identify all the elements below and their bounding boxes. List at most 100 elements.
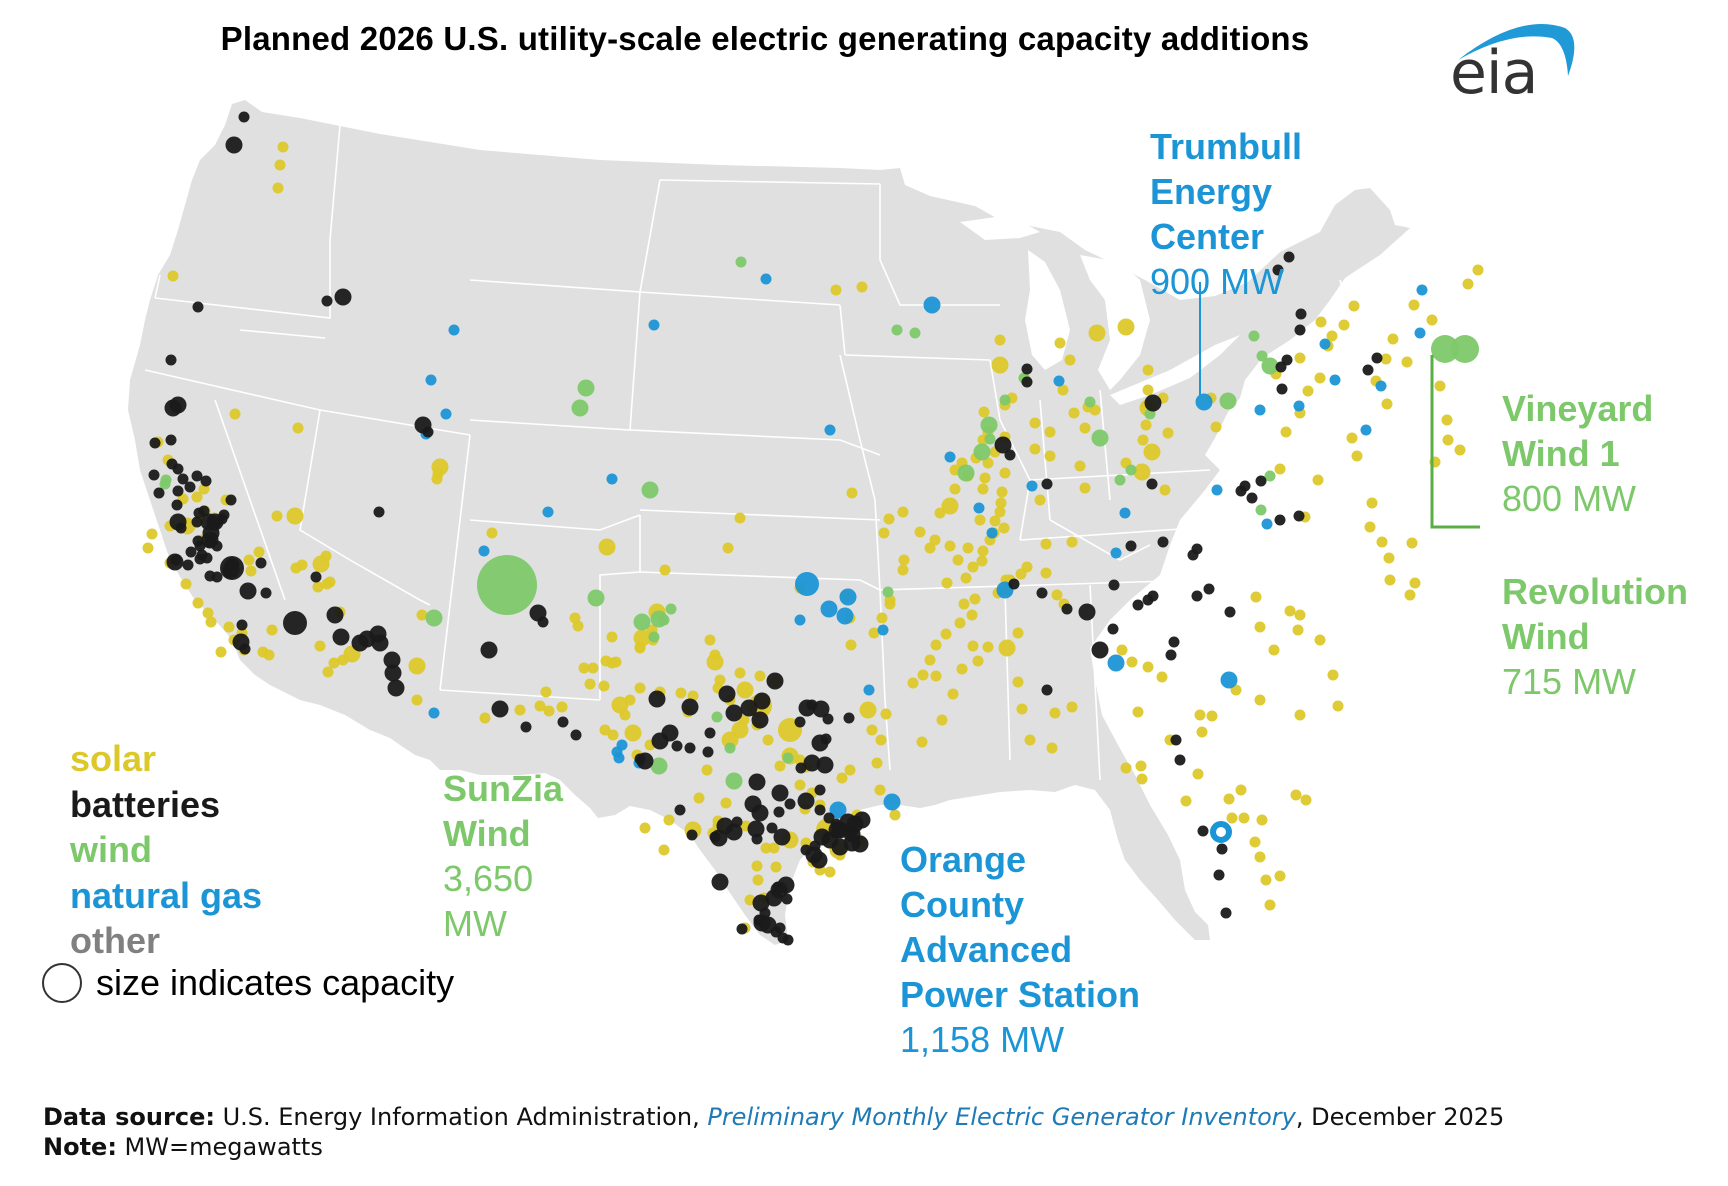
solar-plant-point <box>243 554 255 566</box>
natural-gas-plant-point <box>1254 404 1266 416</box>
state-border <box>1019 524 1241 541</box>
eia-logo[interactable]: eia <box>1440 14 1590 108</box>
us-land <box>128 100 1410 945</box>
batteries-plant-point <box>255 557 267 569</box>
batteries-plant-point <box>797 792 815 810</box>
solar-plant-point <box>1051 589 1063 601</box>
solar-plant-point <box>1351 450 1363 462</box>
batteries-plant-point <box>661 724 679 742</box>
batteries-plant-point <box>1157 536 1169 548</box>
solar-plant-point <box>960 572 972 584</box>
state-border <box>154 274 161 299</box>
solar-plant-point <box>266 624 278 636</box>
solar-plant-point <box>324 576 336 588</box>
state-border <box>1099 389 1111 501</box>
solar-plant-point <box>856 281 868 293</box>
solar-plant-point <box>972 655 984 667</box>
callout-name: Wind <box>1502 616 1590 657</box>
solar-plant-point <box>142 542 154 554</box>
solar-plant-point <box>947 688 959 700</box>
wind-plant-point <box>425 609 443 627</box>
solar-plant-point <box>1294 352 1306 364</box>
wind-plant-point <box>984 433 996 445</box>
solar-plant-point <box>1132 706 1144 718</box>
batteries-plant-point <box>811 734 829 752</box>
natural-gas-plant-point <box>829 801 847 819</box>
solar-plant-point <box>941 577 953 589</box>
batteries-plant-point <box>225 494 237 506</box>
orange-county-plant-point <box>1210 821 1232 843</box>
natural-gas-plant-point <box>1293 400 1305 412</box>
solar-plant-point <box>1064 354 1076 366</box>
batteries-plant-point <box>1146 478 1158 490</box>
state-border <box>299 409 431 606</box>
solar-plant-point <box>936 714 948 726</box>
batteries-plant-point <box>236 619 248 631</box>
footer: Data source: U.S. Energy Information Adm… <box>43 1102 1504 1162</box>
solar-plant-point <box>1142 364 1154 376</box>
batteries-plant-point <box>753 914 771 932</box>
batteries-plant-point <box>206 513 224 531</box>
solar-plant-point <box>941 497 959 515</box>
solar-plant-point <box>876 612 888 624</box>
batteries-plant-point <box>795 762 807 774</box>
solar-plant-point <box>322 666 334 678</box>
solar-plant-point <box>878 527 890 539</box>
solar-plant-point <box>880 708 892 720</box>
solar-plant-point <box>845 639 857 651</box>
natural-gas-plant-point <box>448 324 460 336</box>
solar-plant-point <box>1238 812 1250 824</box>
batteries-plant-point <box>994 436 1012 454</box>
state-border <box>639 571 881 591</box>
natural-gas-plant-point <box>836 607 854 625</box>
callout-leaders <box>1199 282 1480 529</box>
wind-plant-point <box>160 474 172 486</box>
callout-name: Wind <box>443 813 531 854</box>
solar-plant-point <box>824 866 836 878</box>
chart-title: Planned 2026 U.S. utility-scale electric… <box>220 20 1310 57</box>
natural-gas-plant-point <box>883 793 901 811</box>
natural-gas-plant-point <box>794 614 806 626</box>
solar-plant-point <box>1346 432 1358 444</box>
batteries-plant-point <box>1004 449 1016 461</box>
batteries-plant-point <box>853 811 871 829</box>
solar-plant-point <box>1117 318 1135 336</box>
solar-plant-point <box>1441 414 1453 426</box>
solar-plant-point <box>1472 264 1484 276</box>
solar-plant-point <box>277 141 289 153</box>
callout-name: Power Station <box>900 974 1141 1015</box>
solar-plant-point <box>1074 460 1086 472</box>
solar-plant-point <box>1300 794 1312 806</box>
solar-plant-point <box>751 860 763 872</box>
callout-name: County <box>900 884 1024 925</box>
solar-plant-point <box>1159 484 1171 496</box>
solar-plant-point <box>624 724 642 742</box>
batteries-plant-point <box>332 628 350 646</box>
natural-gas-plant-point <box>863 684 875 696</box>
solar-plant-point <box>1256 814 1268 826</box>
state-border <box>639 291 841 306</box>
solar-plant-point <box>229 408 241 420</box>
batteries-plant-point <box>851 835 869 853</box>
batteries-plant-point <box>1107 623 1119 635</box>
batteries-plant-point <box>753 692 771 710</box>
state-border <box>839 354 861 441</box>
solar-plant-point <box>1120 762 1132 774</box>
solar-plant-point <box>1223 793 1235 805</box>
batteries-plant-point <box>725 704 743 722</box>
batteries-plant-point <box>537 616 549 628</box>
solar-plant-point <box>1088 324 1106 342</box>
source-publication-link[interactable]: Preliminary Monthly Electric Generator I… <box>707 1103 1296 1131</box>
batteries-plant-point <box>725 823 743 841</box>
solar-plant-point <box>540 686 552 698</box>
batteries-plant-point <box>774 922 786 934</box>
solar-plant-point <box>1057 384 1069 396</box>
solar-plant-point <box>245 565 257 577</box>
legend-natural-gas: natural gas <box>70 874 263 916</box>
plant-points <box>142 111 1484 946</box>
natural-gas-plant-point <box>1053 375 1065 387</box>
wind-plant-point <box>1261 357 1279 375</box>
solar-plant-point <box>999 467 1011 479</box>
state-border <box>599 515 641 700</box>
batteries-plant-point <box>1174 754 1186 766</box>
